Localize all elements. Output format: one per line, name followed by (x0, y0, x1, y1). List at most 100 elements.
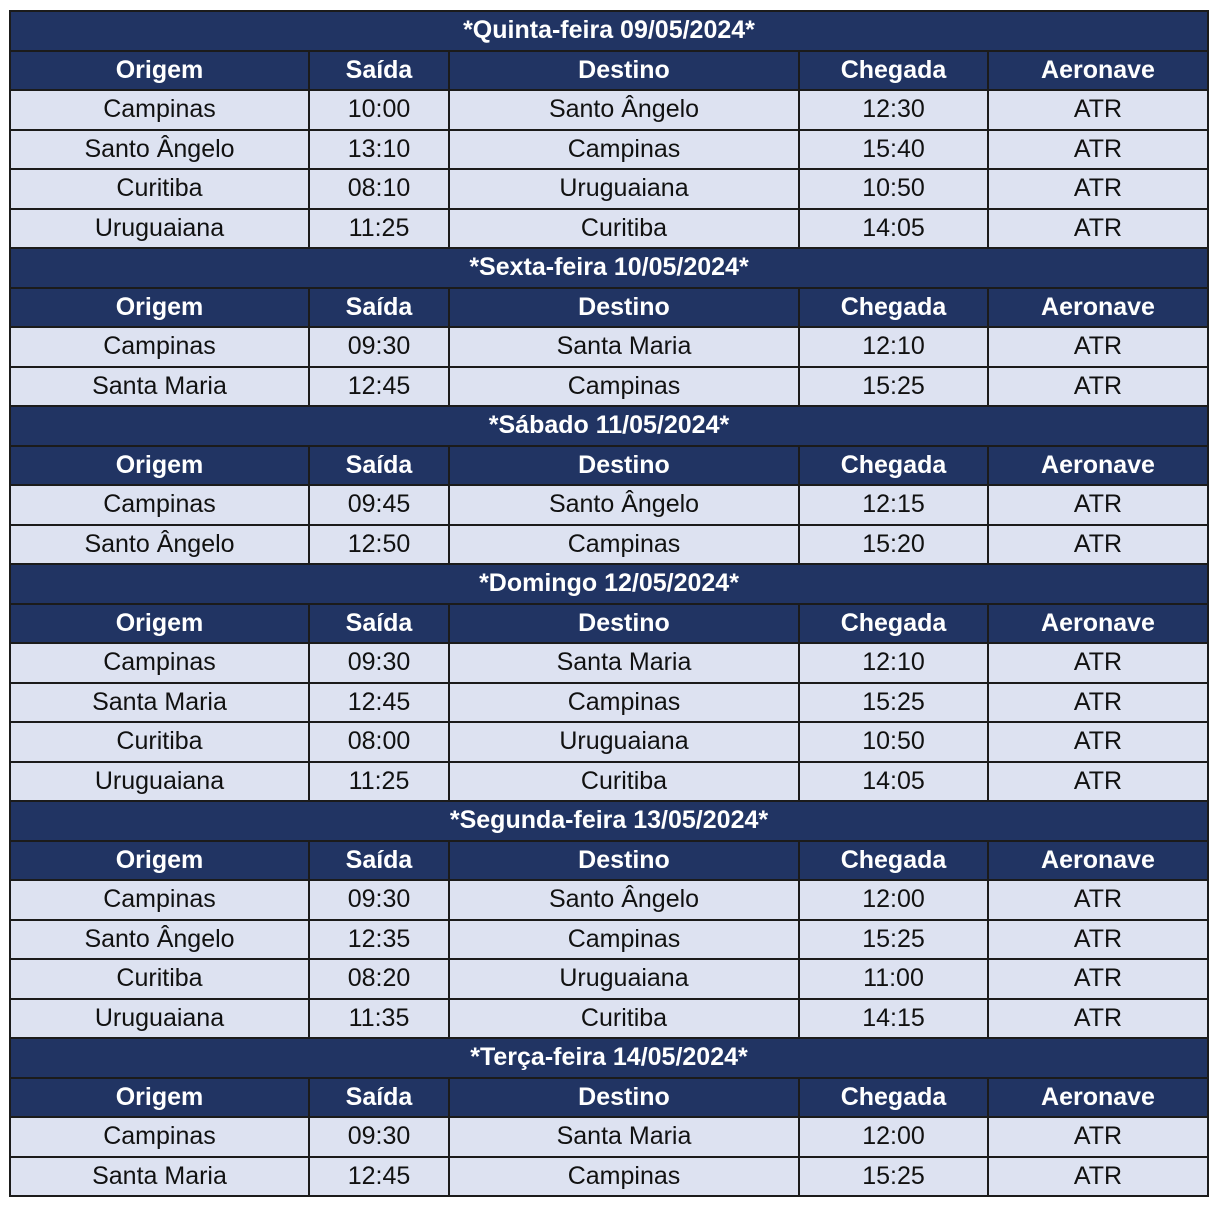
table-row: Curitiba 08:00 Uruguaiana 10:50 ATR (11, 723, 1209, 763)
arrival-cell: 10:50 (800, 723, 989, 763)
column-header-origin: Origem (11, 446, 310, 486)
column-header-aircraft: Aeronave (989, 841, 1209, 881)
origin-cell: Campinas (11, 91, 310, 131)
arrival-cell: 15:25 (800, 683, 989, 723)
column-header-aircraft: Aeronave (989, 288, 1209, 328)
table-row: Campinas 09:30 Santa Maria 12:10 ATR (11, 644, 1209, 684)
column-header-row: Origem Saída Destino Chegada Aeronave (11, 841, 1209, 881)
arrival-cell: 12:15 (800, 486, 989, 526)
column-header-origin: Origem (11, 1078, 310, 1118)
table-row: Santa Maria 12:45 Campinas 15:25 ATR (11, 1157, 1209, 1197)
day-header-row: *Sábado 11/05/2024* (11, 407, 1209, 447)
arrival-cell: 12:10 (800, 644, 989, 684)
arrival-cell: 15:25 (800, 920, 989, 960)
table-row: Santa Maria 12:45 Campinas 15:25 ATR (11, 683, 1209, 723)
column-header-origin: Origem (11, 288, 310, 328)
column-header-row: Origem Saída Destino Chegada Aeronave (11, 288, 1209, 328)
aircraft-cell: ATR (989, 999, 1209, 1039)
arrival-cell: 15:40 (800, 130, 989, 170)
table-row: Santo Ângelo 12:50 Campinas 15:20 ATR (11, 525, 1209, 565)
destination-cell: Uruguaiana (450, 170, 800, 210)
aircraft-cell: ATR (989, 683, 1209, 723)
origin-cell: Campinas (11, 881, 310, 921)
aircraft-cell: ATR (989, 960, 1209, 1000)
destination-cell: Santo Ângelo (450, 91, 800, 131)
table-row: Uruguaiana 11:35 Curitiba 14:15 ATR (11, 999, 1209, 1039)
destination-cell: Uruguaiana (450, 723, 800, 763)
column-header-departure: Saída (310, 841, 450, 881)
destination-cell: Curitiba (450, 209, 800, 249)
aircraft-cell: ATR (989, 486, 1209, 526)
origin-cell: Uruguaiana (11, 762, 310, 802)
table-row: Campinas 09:45 Santo Ângelo 12:15 ATR (11, 486, 1209, 526)
column-header-arrival: Chegada (800, 51, 989, 91)
departure-cell: 08:00 (310, 723, 450, 763)
departure-cell: 12:35 (310, 920, 450, 960)
day-title: *Segunda-feira 13/05/2024* (11, 802, 1209, 842)
column-header-arrival: Chegada (800, 288, 989, 328)
aircraft-cell: ATR (989, 1118, 1209, 1158)
arrival-cell: 14:05 (800, 209, 989, 249)
aircraft-cell: ATR (989, 328, 1209, 368)
departure-cell: 10:00 (310, 91, 450, 131)
origin-cell: Curitiba (11, 170, 310, 210)
table-row: Santa Maria 12:45 Campinas 15:25 ATR (11, 367, 1209, 407)
departure-cell: 08:20 (310, 960, 450, 1000)
departure-cell: 12:45 (310, 683, 450, 723)
table-row: Curitiba 08:10 Uruguaiana 10:50 ATR (11, 170, 1209, 210)
column-header-arrival: Chegada (800, 1078, 989, 1118)
column-header-row: Origem Saída Destino Chegada Aeronave (11, 604, 1209, 644)
aircraft-cell: ATR (989, 1157, 1209, 1197)
arrival-cell: 12:10 (800, 328, 989, 368)
departure-cell: 09:45 (310, 486, 450, 526)
destination-cell: Curitiba (450, 762, 800, 802)
departure-cell: 09:30 (310, 328, 450, 368)
aircraft-cell: ATR (989, 881, 1209, 921)
column-header-origin: Origem (11, 604, 310, 644)
departure-cell: 13:10 (310, 130, 450, 170)
table-row: Santo Ângelo 12:35 Campinas 15:25 ATR (11, 920, 1209, 960)
column-header-destination: Destino (450, 604, 800, 644)
origin-cell: Uruguaiana (11, 209, 310, 249)
table-row: Campinas 09:30 Santo Ângelo 12:00 ATR (11, 881, 1209, 921)
column-header-departure: Saída (310, 51, 450, 91)
column-header-destination: Destino (450, 446, 800, 486)
day-header-row: *Terça-feira 14/05/2024* (11, 1039, 1209, 1079)
aircraft-cell: ATR (989, 91, 1209, 131)
flight-schedule-table: *Quinta-feira 09/05/2024* Origem Saída Dest… (9, 10, 1209, 1197)
origin-cell: Santa Maria (11, 683, 310, 723)
column-header-destination: Destino (450, 288, 800, 328)
table-row: Campinas 10:00 Santo Ângelo 12:30 ATR (11, 91, 1209, 131)
destination-cell: Santo Ângelo (450, 486, 800, 526)
destination-cell: Santa Maria (450, 328, 800, 368)
table-row: Curitiba 08:20 Uruguaiana 11:00 ATR (11, 960, 1209, 1000)
column-header-departure: Saída (310, 288, 450, 328)
aircraft-cell: ATR (989, 170, 1209, 210)
table-row: Campinas 09:30 Santa Maria 12:00 ATR (11, 1118, 1209, 1158)
arrival-cell: 10:50 (800, 170, 989, 210)
column-header-arrival: Chegada (800, 604, 989, 644)
day-title: *Sexta-feira 10/05/2024* (11, 249, 1209, 289)
column-header-origin: Origem (11, 51, 310, 91)
day-header-row: *Domingo 12/05/2024* (11, 565, 1209, 605)
aircraft-cell: ATR (989, 130, 1209, 170)
destination-cell: Santa Maria (450, 644, 800, 684)
arrival-cell: 15:25 (800, 367, 989, 407)
table-row: Campinas 09:30 Santa Maria 12:10 ATR (11, 328, 1209, 368)
day-title: *Terça-feira 14/05/2024* (11, 1039, 1209, 1079)
column-header-aircraft: Aeronave (989, 446, 1209, 486)
table-row: Santo Ângelo 13:10 Campinas 15:40 ATR (11, 130, 1209, 170)
aircraft-cell: ATR (989, 762, 1209, 802)
origin-cell: Campinas (11, 328, 310, 368)
column-header-destination: Destino (450, 1078, 800, 1118)
table-row: Uruguaiana 11:25 Curitiba 14:05 ATR (11, 209, 1209, 249)
day-header-row: *Segunda-feira 13/05/2024* (11, 802, 1209, 842)
origin-cell: Santa Maria (11, 1157, 310, 1197)
departure-cell: 09:30 (310, 644, 450, 684)
destination-cell: Campinas (450, 367, 800, 407)
column-header-arrival: Chegada (800, 446, 989, 486)
table-row: Uruguaiana 11:25 Curitiba 14:05 ATR (11, 762, 1209, 802)
column-header-departure: Saída (310, 604, 450, 644)
column-header-aircraft: Aeronave (989, 604, 1209, 644)
departure-cell: 11:35 (310, 999, 450, 1039)
